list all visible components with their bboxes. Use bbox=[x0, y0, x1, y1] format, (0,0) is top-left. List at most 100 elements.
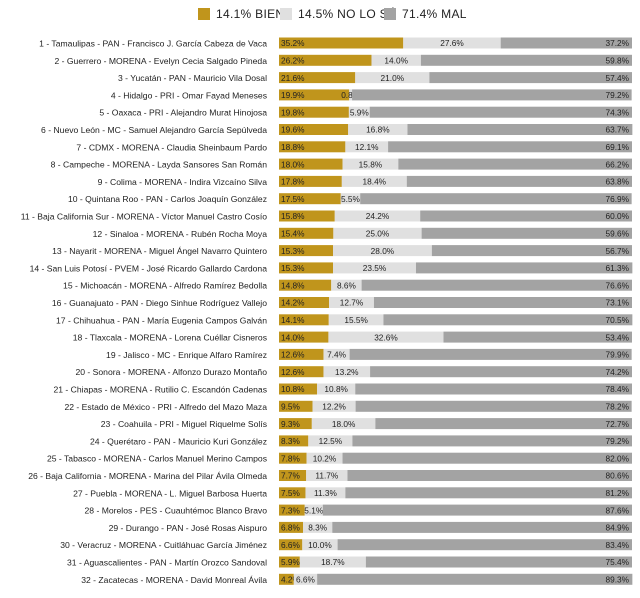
data-label-bien: 15.3% bbox=[281, 263, 305, 273]
bar-segment-nolose bbox=[306, 470, 348, 481]
bar-segment-nolose bbox=[345, 141, 389, 153]
category-label: 24 - Querétaro - PAN - Mauricio Kuri Gon… bbox=[90, 436, 267, 446]
data-label-mal: 78.4% bbox=[605, 384, 629, 394]
bar-segment-bien bbox=[279, 227, 334, 239]
data-label-mal: 37.2% bbox=[605, 38, 629, 48]
category-label: 6 - Nuevo León - MC - Samuel Alejandro G… bbox=[41, 125, 267, 135]
bar-segment-bien bbox=[279, 452, 307, 464]
data-label-mal: 78.2% bbox=[605, 402, 629, 412]
bar-segment-bien bbox=[279, 262, 334, 274]
category-label: 20 - Sonora - MORENA - Alfonzo Durazo Mo… bbox=[75, 367, 267, 377]
category-label: 11 - Baja California Sur - MORENA - Víct… bbox=[21, 212, 268, 222]
data-label-mal: 80.6% bbox=[605, 471, 629, 481]
data-label-nolose: 10.2% bbox=[313, 453, 337, 463]
data-label-bien: 19.9% bbox=[281, 90, 305, 100]
bar-segment-bien bbox=[279, 470, 307, 481]
data-label-nolose: 15.5% bbox=[344, 315, 368, 325]
data-label-bien: 15.3% bbox=[281, 246, 305, 256]
legend-item-mal: 71.4% MAL bbox=[384, 6, 467, 22]
bar-segment-mal bbox=[369, 106, 632, 118]
data-label-mal: 75.4% bbox=[605, 557, 629, 567]
bar-segment-bien bbox=[279, 106, 349, 118]
category-label: 12 - Sinaloa - MORENA - Rubén Rocha Moya bbox=[93, 229, 268, 239]
bar-segment-bien bbox=[279, 37, 404, 49]
bar-segment-bien bbox=[279, 158, 343, 170]
data-label-nolose: 8.6% bbox=[337, 280, 357, 290]
bar-segment-mal bbox=[420, 210, 632, 222]
bar-segment-mal bbox=[415, 262, 633, 274]
data-label-bien: 19.6% bbox=[281, 125, 305, 135]
data-label-bien: 12.6% bbox=[281, 350, 305, 360]
bar-segment-nolose bbox=[323, 366, 371, 378]
bar-segment-mal bbox=[373, 297, 632, 308]
bar-segment-mal bbox=[383, 314, 633, 326]
bar-segment-bien bbox=[279, 521, 304, 533]
data-label-nolose: 12.1% bbox=[355, 142, 379, 152]
data-label-nolose: 6.6% bbox=[296, 575, 316, 585]
bar-segment-mal bbox=[355, 383, 632, 395]
bar-segment-mal bbox=[360, 193, 632, 205]
bar-segment-nolose bbox=[355, 72, 430, 84]
data-label-mal: 74.2% bbox=[605, 367, 629, 377]
data-label-nolose: 7.4% bbox=[327, 350, 347, 360]
data-label-bien: 15.8% bbox=[281, 211, 305, 221]
bar-segment-bien bbox=[279, 124, 349, 135]
data-label-bien: 4.2% bbox=[281, 575, 301, 585]
data-label-nolose: 27.6% bbox=[440, 38, 464, 48]
data-label-mal: 89.3% bbox=[605, 575, 629, 585]
bar-segment-bien bbox=[279, 435, 309, 447]
data-label-bien: 6.8% bbox=[281, 523, 301, 533]
bar-segment-bien bbox=[279, 556, 300, 568]
category-label: 19 - Jalisco - MC - Enrique Alfaro Ramír… bbox=[106, 350, 267, 360]
data-label-mal: 59.8% bbox=[605, 56, 629, 66]
data-label-mal: 59.6% bbox=[605, 229, 629, 239]
data-label-mal: 76.9% bbox=[605, 194, 629, 204]
legend-swatch-mal bbox=[384, 8, 396, 20]
data-label-mal: 74.3% bbox=[605, 107, 629, 117]
data-label-nolose: 5.1% bbox=[304, 505, 324, 515]
data-label-mal: 76.6% bbox=[605, 280, 629, 290]
bar-segment-bien bbox=[279, 366, 324, 378]
bar-segment-nolose bbox=[293, 573, 318, 585]
bar-segment-mal bbox=[345, 487, 632, 499]
legend-swatch-bien bbox=[198, 8, 210, 20]
category-label: 9 - Colima - MORENA - Indira Vizcaíno Si… bbox=[98, 177, 268, 187]
data-label-bien: 9.3% bbox=[281, 419, 301, 429]
data-label-mal: 69.1% bbox=[605, 142, 629, 152]
bar-segment-nolose bbox=[317, 383, 356, 395]
legend-label-nolose: 14.5% NO LO SÉ bbox=[298, 7, 397, 21]
category-label: 5 - Oaxaca - PRI - Alejandro Murat Hinoj… bbox=[99, 108, 267, 118]
data-label-bien: 17.8% bbox=[281, 177, 305, 187]
bar-segment-bien bbox=[279, 279, 332, 291]
data-label-bien: 14.0% bbox=[281, 332, 305, 342]
bar-segment-nolose bbox=[333, 227, 422, 239]
category-label: 28 - Morelos - PES - Cuauhtémoc Blanco B… bbox=[85, 506, 268, 516]
category-label: 1 - Tamaulipas - PAN - Francisco J. Garc… bbox=[39, 39, 267, 49]
bar-segment-bien bbox=[279, 348, 324, 360]
data-label-bien: 7.3% bbox=[281, 505, 301, 515]
bar-segment-mal bbox=[398, 158, 632, 170]
bar-segment-nolose bbox=[334, 210, 421, 222]
data-label-nolose: 16.8% bbox=[366, 125, 390, 135]
bar-segment-nolose bbox=[341, 175, 407, 187]
bar-segment-bien bbox=[279, 141, 346, 153]
bar-segment-bien bbox=[279, 400, 313, 412]
category-label: 14 - San Luis Potosí - PVEM - José Ricar… bbox=[30, 263, 268, 273]
data-label-bien: 7.8% bbox=[281, 453, 301, 463]
data-label-bien: 10.8% bbox=[281, 384, 305, 394]
category-label: 31 - Aguascalientes - PAN - Martín Orozc… bbox=[67, 558, 267, 568]
data-label-mal: 79.9% bbox=[605, 350, 629, 360]
category-label: 30 - Veracruz - MORENA - Cuitláhuac Garc… bbox=[60, 540, 267, 550]
bar-segment-mal bbox=[361, 279, 632, 291]
bar-segment-mal bbox=[347, 470, 632, 481]
bar-segment-bien bbox=[279, 504, 305, 516]
legend: 14.1% BIEN 14.5% NO LO SÉ 71.4% MAL bbox=[0, 0, 640, 28]
data-label-mal: 53.4% bbox=[605, 332, 629, 342]
data-label-nolose: 18.0% bbox=[332, 419, 356, 429]
data-label-mal: 79.2% bbox=[605, 436, 629, 446]
data-label-bien: 18.0% bbox=[281, 159, 305, 169]
bar-segment-bien bbox=[279, 539, 303, 551]
category-label: 26 - Baja California - MORENA - Marina d… bbox=[28, 471, 267, 481]
bar-segment-mal bbox=[443, 331, 632, 343]
